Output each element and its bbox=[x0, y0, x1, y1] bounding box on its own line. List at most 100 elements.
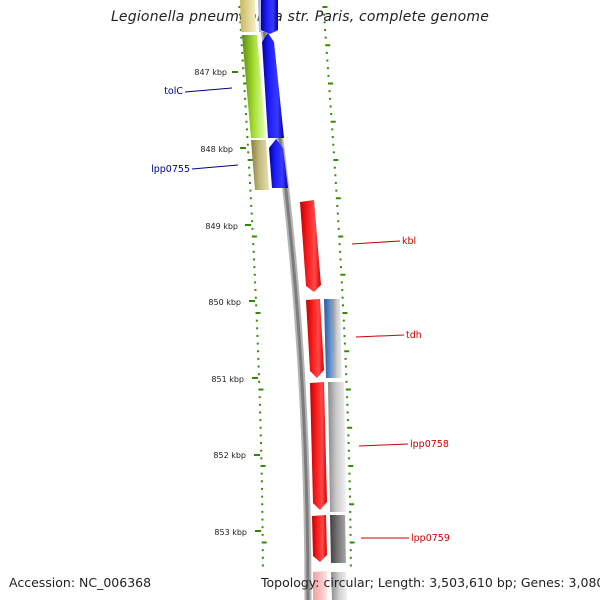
tick-mark-left bbox=[261, 564, 264, 567]
tick-mark-left bbox=[257, 365, 260, 368]
tick-mark-left bbox=[240, 36, 243, 39]
tick-mark-right bbox=[335, 189, 338, 192]
feature-strip-dark bbox=[330, 515, 346, 563]
tick-mark-left bbox=[253, 273, 256, 276]
tick-mark-left bbox=[256, 342, 259, 345]
tick-mark-left bbox=[253, 266, 256, 269]
tick-mark-right bbox=[349, 556, 352, 559]
tick-mark-right bbox=[349, 518, 352, 521]
tick-mark-right bbox=[334, 181, 337, 184]
tick-mark-left bbox=[241, 51, 244, 54]
tick-marks-right bbox=[322, 6, 355, 567]
tick-mark-left bbox=[261, 556, 264, 559]
tick-mark-left bbox=[245, 128, 248, 131]
tick-mark-right bbox=[330, 113, 333, 116]
tick-mark-left bbox=[260, 457, 263, 460]
tick-mark-left bbox=[252, 250, 255, 253]
tick-mark-left bbox=[242, 67, 245, 70]
tick-mark-left bbox=[250, 204, 253, 207]
tick-mark-right bbox=[347, 426, 353, 429]
tick-mark-left bbox=[255, 312, 261, 314]
tick-mark-left bbox=[255, 304, 258, 307]
tick-mark-left bbox=[258, 380, 261, 383]
gene-label-tdh[interactable]: tdh bbox=[406, 330, 422, 341]
tick-mark-right bbox=[343, 342, 346, 345]
gene-label-kbl[interactable]: kbl bbox=[402, 236, 416, 247]
tick-mark-left bbox=[254, 289, 257, 292]
tick-mark-left bbox=[260, 487, 263, 490]
tick-mark-left bbox=[249, 189, 252, 192]
tick-mark-left bbox=[261, 495, 264, 498]
tick-mark-right bbox=[348, 472, 351, 475]
tick-mark-left bbox=[257, 357, 260, 360]
tick-mark-right bbox=[348, 480, 351, 483]
tick-mark-left bbox=[239, 21, 242, 24]
tick-mark-left bbox=[260, 472, 263, 475]
tick-mark-right bbox=[348, 487, 351, 490]
tick-mark-left bbox=[243, 82, 249, 85]
tick-mark-left bbox=[257, 373, 260, 376]
tick-mark-left bbox=[244, 97, 247, 100]
tick-mark-right bbox=[327, 74, 330, 77]
tick-mark-left bbox=[249, 181, 252, 184]
tick-mark-right bbox=[329, 97, 332, 100]
tick-mark-left bbox=[247, 159, 253, 161]
gene-label-lpp0758[interactable]: lpp0758 bbox=[410, 439, 449, 450]
tick-mark-right bbox=[346, 419, 349, 422]
tick-mark-right bbox=[325, 44, 331, 47]
leader-line-tdh bbox=[355, 334, 405, 338]
tick-mark-left bbox=[242, 74, 245, 77]
tick-mark-left bbox=[258, 403, 261, 406]
tick-mark-right bbox=[325, 51, 328, 54]
feature-strip-olive bbox=[251, 140, 269, 190]
gene-label-tolC[interactable]: tolC bbox=[164, 86, 183, 97]
tick-mark-left bbox=[249, 197, 252, 200]
tick-mark-right bbox=[349, 549, 352, 552]
tick-mark-left bbox=[251, 227, 254, 230]
tick-mark-left bbox=[254, 281, 257, 284]
reverse-gene-tdh bbox=[306, 299, 324, 378]
tick-mark-right bbox=[348, 465, 354, 467]
tick-mark-left bbox=[245, 113, 248, 116]
tick-mark-left bbox=[246, 136, 249, 139]
forward-gene-lpp0755 bbox=[269, 139, 288, 188]
feature-strip-grey-1 bbox=[332, 299, 342, 378]
tick-mark-right bbox=[343, 327, 346, 330]
tick-mark-left bbox=[259, 442, 262, 445]
tick-mark-left bbox=[243, 90, 246, 93]
tick-mark-left bbox=[259, 426, 262, 429]
tick-mark-left bbox=[259, 434, 262, 437]
reverse-gene-lpp0759 bbox=[312, 515, 327, 562]
tick-mark-right bbox=[337, 220, 340, 223]
tick-mark-left bbox=[238, 13, 241, 16]
tick-mark-right bbox=[346, 403, 349, 406]
ruler-label: 853 kbp bbox=[214, 528, 247, 537]
gene-label-lpp0755[interactable]: lpp0755 bbox=[151, 164, 190, 175]
tick-mark-right bbox=[349, 564, 352, 567]
tick-mark-left bbox=[261, 541, 267, 544]
tick-mark-right bbox=[340, 281, 343, 284]
tick-mark-right bbox=[343, 334, 346, 337]
tick-mark-right bbox=[338, 243, 341, 246]
tick-mark-right bbox=[334, 174, 337, 177]
tick-mark-right bbox=[347, 449, 350, 452]
tick-mark-right bbox=[348, 495, 351, 498]
tick-mark-left bbox=[239, 28, 242, 31]
tick-mark-right bbox=[336, 204, 339, 207]
tick-mark-right bbox=[326, 67, 329, 70]
tick-mark-right bbox=[335, 197, 341, 200]
tick-mark-left bbox=[261, 518, 264, 521]
ruler-label: 850 kbp bbox=[208, 298, 241, 307]
tick-mark-right bbox=[333, 166, 336, 169]
tick-mark-left bbox=[258, 396, 261, 399]
tick-mark-left bbox=[247, 151, 250, 154]
forward-gene-tolC bbox=[262, 33, 284, 138]
tick-mark-left bbox=[244, 105, 247, 108]
tick-mark-right bbox=[323, 21, 326, 24]
gene-label-lpp0759[interactable]: lpp0759 bbox=[411, 533, 450, 544]
reverse-gene-next bbox=[313, 571, 327, 600]
feature-strip-light bbox=[331, 572, 347, 600]
tick-mark-right bbox=[341, 289, 344, 292]
tick-mark-left bbox=[259, 419, 262, 422]
